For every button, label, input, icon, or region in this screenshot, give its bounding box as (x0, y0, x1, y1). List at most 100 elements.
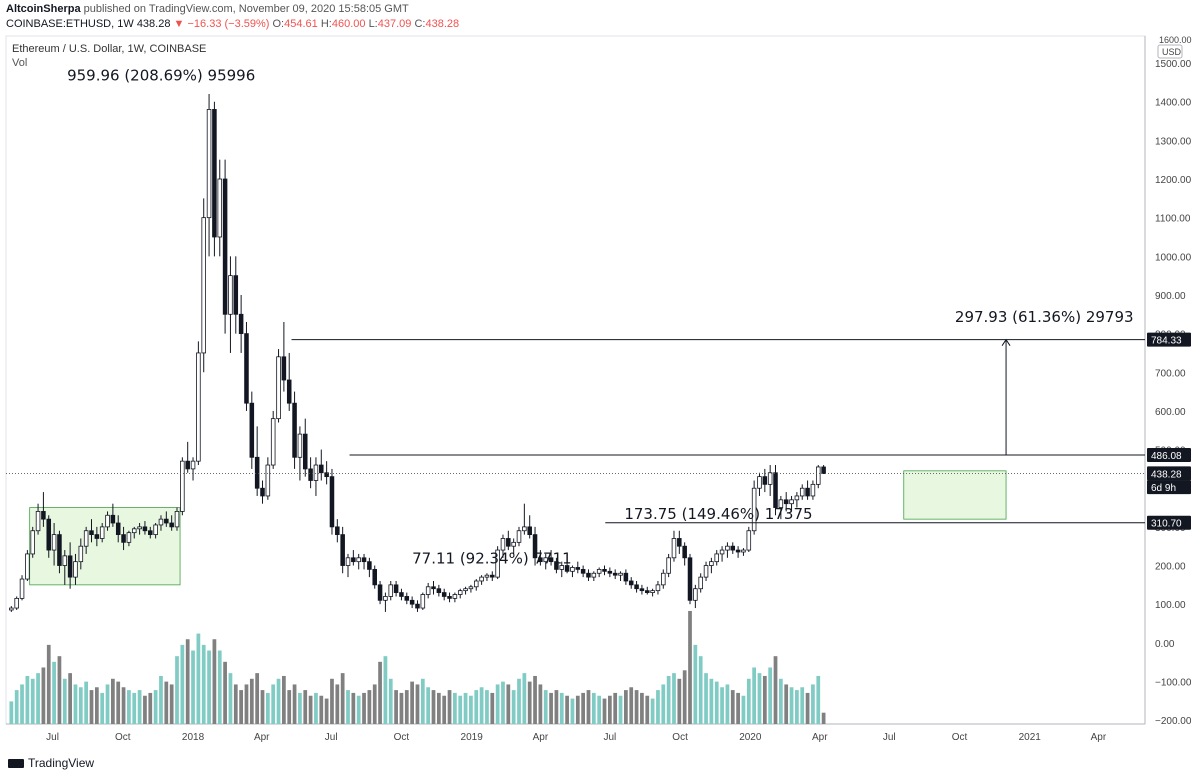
volume-bar (94, 687, 99, 724)
candle-body (650, 590, 655, 593)
candle-body (623, 572, 629, 582)
volume-bar (485, 690, 489, 724)
y-tick-label: 1000.00 (1155, 252, 1192, 263)
candle-body (62, 555, 68, 566)
candle (35, 503, 41, 535)
candle (57, 530, 62, 574)
price-tag: 310.70 (1147, 515, 1191, 530)
candle (687, 553, 693, 605)
candle-body (110, 514, 116, 524)
candle-body (148, 530, 153, 536)
x-tick-label: Apr (533, 732, 549, 743)
candle-body (548, 557, 554, 563)
volume-bar (367, 690, 372, 724)
candle-body (457, 590, 463, 595)
volume-bar (463, 692, 468, 724)
volume-bar (426, 687, 431, 724)
volume-bar (271, 684, 276, 724)
candle-body (404, 596, 410, 601)
candle (19, 575, 25, 601)
volume-bar (800, 687, 805, 724)
volume-bar (629, 687, 634, 724)
candle-body (196, 352, 201, 462)
volume-bar (442, 695, 447, 724)
y-tick-label: 1300.00 (1155, 136, 1192, 147)
candle-body (639, 588, 645, 592)
candle-body (559, 565, 565, 570)
candle (78, 538, 84, 570)
candle (661, 569, 666, 589)
price-tag-label: 486.08 (1151, 451, 1182, 462)
candle (623, 569, 629, 585)
candle (121, 526, 126, 551)
candle (361, 553, 367, 570)
volume-bar (394, 690, 398, 724)
candle (666, 553, 671, 578)
chart-header: AltcoinSherpa published on TradingView.c… (0, 0, 1200, 34)
candle-body (762, 476, 768, 485)
price-chart[interactable]: Ethereum / U.S. Dollar, 1W, COINBASE Vol 1… (0, 34, 1200, 752)
candle-body (730, 545, 736, 551)
candle-body (655, 584, 661, 592)
price-tag: 6d 9h (1147, 480, 1191, 495)
candle (73, 553, 78, 585)
candle (94, 526, 100, 547)
open-label: O: (272, 18, 285, 30)
candle (762, 468, 768, 493)
volume-bar (196, 633, 201, 724)
candle (89, 519, 94, 543)
candle (677, 530, 682, 554)
candle-body (302, 433, 308, 470)
candle (650, 588, 655, 597)
volume-bar (346, 690, 350, 724)
candle (682, 542, 687, 566)
volume-bar (784, 684, 789, 724)
candle (249, 391, 255, 469)
candle-body (677, 538, 682, 547)
candle (233, 256, 239, 334)
candle-body (564, 565, 570, 572)
close-value: 438.28 (425, 18, 460, 30)
volume-bar (677, 678, 682, 724)
candle (153, 523, 158, 539)
volume-bar (693, 644, 698, 724)
volume-bar (645, 695, 650, 724)
author-name[interactable]: AltcoinSherpa (6, 3, 81, 15)
volume-bar (650, 698, 655, 724)
candle (351, 550, 356, 566)
volume-bar (73, 684, 78, 724)
volume-bar (656, 690, 660, 724)
candle (490, 571, 495, 581)
candle (789, 495, 794, 512)
candle-body (67, 555, 73, 578)
measurement-annotations: 959.96 (208.69%) 95996 297.93 (61.36%) 29… (67, 66, 1133, 567)
candle-body (297, 433, 303, 458)
candle-body (351, 557, 356, 563)
candle-body (463, 588, 468, 592)
volume-bar (340, 673, 345, 724)
candle-body (634, 584, 639, 590)
candle (778, 495, 784, 520)
volume-bar (399, 692, 404, 724)
candle-body (484, 574, 490, 578)
candle (815, 465, 821, 489)
candle (735, 546, 741, 558)
volume-bar (591, 692, 596, 724)
volume-bar (453, 692, 457, 724)
volume-bar (111, 678, 115, 724)
candle-body (698, 576, 703, 590)
candle-body (522, 526, 527, 532)
tradingview-logo[interactable]: TradingView (8, 756, 94, 770)
x-tick-label: 2019 (461, 732, 484, 743)
candle (532, 526, 538, 566)
candle (441, 588, 447, 601)
symbol-label: COINBASE:ETHUSD, 1W (6, 18, 134, 30)
candle-body (805, 487, 810, 497)
volume-bar (709, 678, 714, 724)
range-box (903, 470, 1007, 520)
candle (634, 580, 639, 593)
candle (180, 457, 185, 516)
volume-bar (725, 684, 730, 724)
candle-body (741, 549, 746, 553)
candle-body (35, 511, 41, 532)
